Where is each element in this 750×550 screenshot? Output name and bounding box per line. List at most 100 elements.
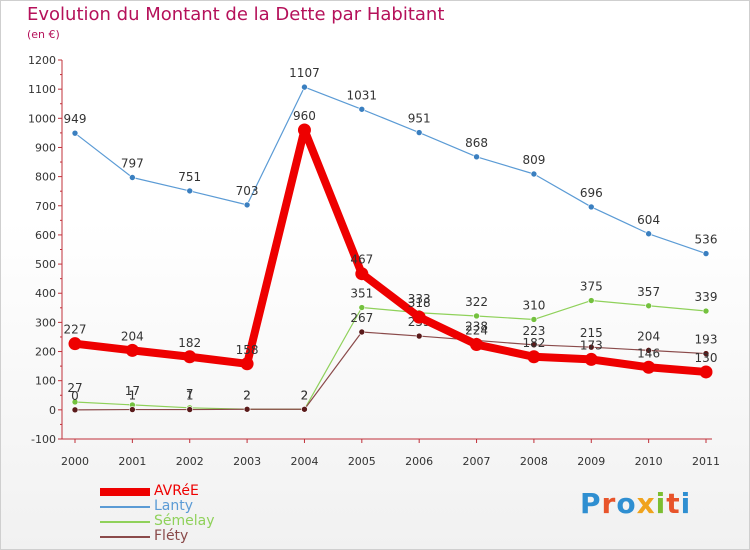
data-label-smelay: 333 [408, 292, 431, 306]
logo-letter: x [636, 487, 656, 520]
data-label-lanty: 536 [695, 233, 718, 247]
data-label-smelay: 322 [465, 295, 488, 309]
data-label-smelay: 2 [243, 388, 251, 402]
legend-item-smelay: Sémelay [100, 514, 300, 529]
chart-subtitle: (en €) [27, 28, 60, 41]
y-tick-label: 1200 [28, 54, 56, 67]
data-point-flty [243, 405, 251, 413]
data-point-avre [527, 350, 541, 364]
data-label-lanty: 949 [64, 112, 87, 126]
legend-label: Sémelay [154, 513, 215, 529]
data-label-avre: 173 [580, 338, 603, 352]
data-point-avre [355, 267, 369, 281]
y-tick-label: 200 [35, 346, 56, 359]
data-label-smelay: 2 [301, 388, 309, 402]
data-point-avre [297, 123, 311, 137]
data-label-avre: 158 [236, 343, 259, 357]
x-tick-label: 2009 [577, 455, 605, 468]
data-label-lanty: 703 [236, 184, 259, 198]
data-point-avre [699, 365, 713, 379]
chart-title: Evolution du Montant de la Dette par Hab… [27, 4, 445, 25]
data-point-lanty [71, 129, 79, 137]
logo-letter: o [616, 487, 637, 520]
y-tick-label: 400 [35, 287, 56, 300]
data-point-lanty [645, 230, 652, 238]
data-point-flty [358, 328, 366, 336]
data-label-avre: 224 [465, 324, 488, 338]
data-point-smelay [473, 312, 480, 320]
data-point-flty [301, 405, 308, 413]
data-label-avre: 227 [64, 323, 87, 337]
data-label-flty: 2 [301, 388, 309, 402]
data-label-flty: 2 [243, 388, 251, 402]
data-point-smelay [358, 304, 366, 311]
data-label-flty: 1 [129, 389, 137, 403]
data-point-flty [71, 406, 79, 414]
data-label-smelay: 339 [695, 290, 718, 304]
x-tick-label: 2011 [692, 455, 720, 468]
logo-letter: r [601, 487, 617, 520]
data-label-lanty: 604 [637, 213, 660, 227]
data-label-avre: 318 [408, 296, 431, 310]
x-tick-label: 2003 [233, 455, 261, 468]
data-point-smelay [702, 307, 710, 315]
data-point-lanty [186, 187, 194, 195]
data-point-lanty [243, 201, 251, 209]
data-label-avre: 204 [121, 329, 144, 343]
data-label-lanty: 868 [465, 136, 488, 150]
data-point-avre [412, 310, 426, 324]
data-label-avre: 130 [695, 351, 718, 365]
x-tick-label: 2007 [463, 455, 491, 468]
data-point-avre [470, 338, 484, 352]
x-tick-label: 2004 [290, 455, 318, 468]
y-tick-label: 800 [35, 171, 56, 184]
data-point-smelay [530, 316, 538, 323]
data-label-smelay: 17 [125, 384, 140, 398]
y-tick-label: -100 [31, 433, 56, 446]
proxiti-logo: Proxiti [580, 487, 691, 520]
data-label-flty: 215 [580, 326, 603, 340]
y-tick-label: 500 [35, 258, 56, 271]
y-tick-label: 700 [35, 200, 56, 213]
x-tick-label: 2006 [405, 455, 433, 468]
data-label-smelay: 310 [522, 298, 545, 312]
data-point-lanty [129, 174, 136, 181]
legend-swatch [100, 536, 150, 538]
data-label-lanty: 1031 [347, 88, 378, 102]
data-point-smelay [645, 302, 652, 310]
data-point-avre [584, 352, 598, 366]
data-point-avre [183, 350, 197, 364]
series-line-avre [71, 125, 710, 376]
series-line-smelay [74, 299, 707, 410]
legend-swatch [100, 521, 150, 523]
data-label-smelay: 375 [580, 280, 603, 294]
data-point-flty [530, 341, 538, 349]
y-tick-label: 1000 [28, 112, 56, 125]
legend-item-lanty: Lanty [100, 499, 300, 514]
data-point-smelay [71, 398, 79, 406]
legend-label: Lanty [154, 498, 194, 514]
data-point-flty [186, 406, 194, 413]
data-point-flty [415, 332, 423, 340]
data-label-flty: 1 [186, 389, 194, 403]
data-point-avre [642, 360, 656, 374]
data-point-avre [240, 357, 254, 371]
legend-item-flty: Fléty [100, 529, 300, 544]
data-label-flty: 193 [695, 333, 718, 347]
data-point-lanty [358, 105, 366, 113]
x-tick-label: 2008 [520, 455, 548, 468]
y-tick-label: 0 [49, 404, 56, 417]
data-label-avre: 467 [350, 253, 373, 267]
data-point-lanty [473, 153, 480, 161]
y-tick-label: 100 [35, 375, 56, 388]
legend-label: AVRéE [154, 483, 199, 499]
logo-letter: i [655, 487, 667, 520]
data-label-lanty: 1107 [289, 66, 320, 80]
y-tick-label: 600 [35, 229, 56, 242]
data-label-lanty: 797 [121, 156, 144, 170]
data-point-avre [68, 337, 82, 351]
data-label-avre: 960 [293, 109, 316, 123]
logo-letter: P [580, 487, 602, 520]
